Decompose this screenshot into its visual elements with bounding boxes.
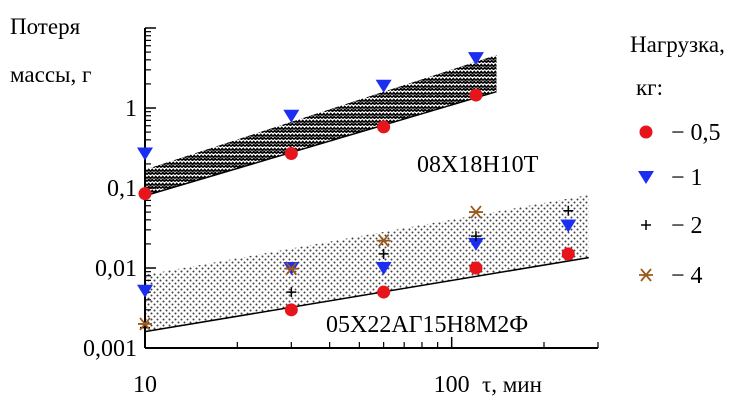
material-label-1: 08Х18Н10Т bbox=[417, 152, 539, 178]
data-point-m2-star bbox=[376, 234, 391, 248]
y-axis-title-line1: Потеря bbox=[10, 14, 81, 39]
x-axis-title: τ, мин bbox=[482, 372, 542, 396]
data-point-m2-star bbox=[468, 205, 483, 219]
y-tick-label: 0,001 bbox=[83, 336, 137, 362]
data-point-m2-plus bbox=[470, 231, 481, 242]
legend-title-line2: кг: bbox=[636, 75, 663, 100]
data-point-m2-triangle-down bbox=[560, 219, 577, 233]
material-label-2: 05Х22АГ15Н8М2Ф bbox=[326, 312, 528, 338]
legend-marker-star bbox=[639, 268, 653, 282]
y-tick-label: 0,01 bbox=[95, 256, 137, 282]
band-2 bbox=[145, 194, 589, 332]
y-tick-label: 0,1 bbox=[107, 176, 137, 202]
y-axis-title-line2: массы, г bbox=[10, 62, 91, 87]
y-tick-label: 1 bbox=[125, 96, 137, 122]
data-point-m1-triangle-down bbox=[375, 79, 392, 93]
data-point-m2-plus bbox=[286, 287, 297, 298]
data-point-m2-circle bbox=[561, 247, 575, 261]
data-point-m2-star bbox=[138, 317, 152, 331]
data-point-m1-triangle-down bbox=[467, 52, 484, 66]
data-point-m2-circle bbox=[284, 303, 298, 317]
data-point-m2-plus bbox=[378, 248, 389, 259]
data-point-m2-circle bbox=[469, 261, 483, 275]
band-1-lower-line bbox=[144, 90, 497, 197]
data-point-m2-triangle-down bbox=[137, 284, 153, 298]
data-point-m1-circle bbox=[377, 120, 391, 134]
legend-title-line1: Нагрузка, bbox=[630, 32, 725, 57]
x-tick-label: 100 bbox=[434, 372, 470, 396]
data-point-m2-circle bbox=[377, 285, 391, 299]
legend-marker-triangle-down bbox=[638, 171, 654, 184]
data-point-m2-plus bbox=[563, 205, 574, 216]
data-point-m1-circle bbox=[469, 88, 483, 102]
legend-marker-circle bbox=[639, 125, 653, 139]
legend-label: − 0,5 bbox=[671, 120, 721, 146]
data-point-m2-triangle-down bbox=[375, 262, 392, 275]
data-point-m2-star bbox=[284, 262, 299, 276]
data-point-m1-circle bbox=[284, 146, 298, 160]
legend-label: − 2 bbox=[671, 213, 703, 239]
legend-marker-plus bbox=[641, 220, 651, 230]
x-tick-label: 10 bbox=[133, 372, 157, 396]
data-point-m1-triangle-down bbox=[137, 147, 153, 161]
legend: − 0,5 − 1 − 2 − 4 bbox=[638, 120, 721, 289]
band-1 bbox=[145, 54, 497, 196]
data-point-m1-triangle-down bbox=[283, 109, 300, 123]
data-point-m2-triangle-down bbox=[467, 237, 484, 251]
band-2-lower-line bbox=[144, 256, 589, 333]
data-point-m1-circle bbox=[138, 187, 152, 201]
legend-label: − 1 bbox=[671, 165, 703, 191]
legend-label: − 4 bbox=[671, 263, 703, 289]
